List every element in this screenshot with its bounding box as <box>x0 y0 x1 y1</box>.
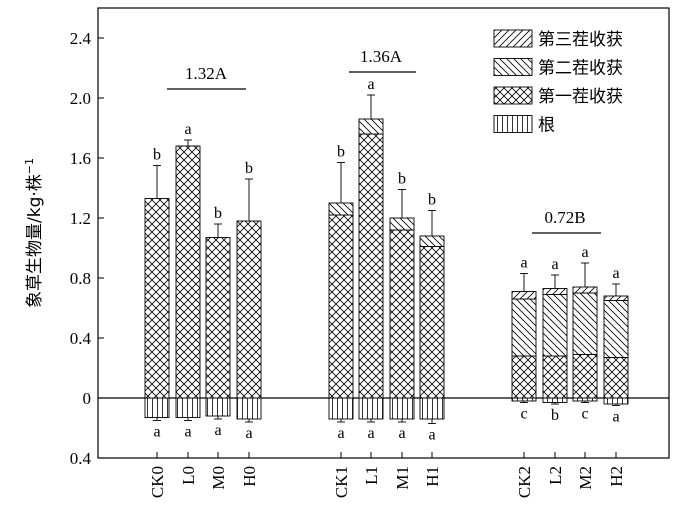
significance-letter-top: a <box>581 244 588 261</box>
y-tick-label: 0 <box>83 389 92 408</box>
y-tick-label: 0.4 <box>70 329 92 348</box>
significance-letter-bottom: a <box>184 424 191 441</box>
x-tick-label: M1 <box>393 466 412 490</box>
bar-root <box>389 397 415 420</box>
bar-root <box>175 397 201 418</box>
significance-letter-top: a <box>184 121 191 138</box>
legend-label: 第二茬收获 <box>538 59 623 79</box>
bar-root <box>236 397 262 420</box>
bar-first-harvest <box>236 220 262 399</box>
significance-letter-top: a <box>520 255 527 272</box>
x-tick-label: L2 <box>546 466 565 485</box>
bar-first-harvest <box>572 354 598 399</box>
significance-letter-top: b <box>214 205 222 222</box>
significance-letter-bottom: a <box>398 425 405 442</box>
x-tick-label: CK2 <box>515 466 534 498</box>
bar-second-harvest <box>603 300 629 358</box>
legend-label: 第一茬收获 <box>538 87 623 107</box>
significance-letter-top: a <box>612 265 619 282</box>
x-tick-label: CK1 <box>332 466 351 498</box>
significance-letter-bottom: a <box>214 422 221 439</box>
bar-first-harvest <box>175 145 201 399</box>
x-tick-label: M2 <box>576 466 595 490</box>
y-tick-label: 0.4 <box>70 449 92 468</box>
bar-first-harvest <box>358 133 384 399</box>
bar-third-harvest <box>542 288 568 295</box>
significance-letter-top: b <box>245 160 253 177</box>
significance-letter-bottom: a <box>337 425 344 442</box>
legend-swatch <box>493 58 533 76</box>
significance-letter-bottom: a <box>428 427 435 444</box>
bar-first-harvest <box>144 198 170 399</box>
x-tick-label: H2 <box>607 466 626 487</box>
significance-letter-top: b <box>398 171 406 188</box>
bar-third-harvest <box>511 291 537 300</box>
bar-second-harvest <box>358 118 384 135</box>
bar-root <box>144 397 170 418</box>
bar-second-harvest <box>572 292 598 355</box>
bar-third-harvest <box>572 286 598 294</box>
significance-letter-bottom: a <box>245 425 252 442</box>
bar-root <box>419 397 445 420</box>
group-label: 0.72B <box>544 208 585 227</box>
legend-swatch <box>493 86 533 105</box>
x-tick-label: L1 <box>362 466 381 485</box>
legend-label: 第三茬收获 <box>538 30 623 50</box>
legend-label: 根 <box>538 116 555 136</box>
bar-root <box>205 397 231 417</box>
bar-second-harvest <box>419 235 445 247</box>
plot-area: 0.4 0 0.4 0.8 1.2 1.6 2.0 2.4 象草生物量/kg·株−1 b a CK0 a… <box>23 7 670 498</box>
y-tick-label: 1.2 <box>70 209 91 228</box>
x-tick-label: L0 <box>179 466 198 485</box>
significance-letter-top: b <box>337 144 345 161</box>
bar-first-harvest <box>511 355 537 399</box>
y-tick-label: 1.6 <box>70 149 91 168</box>
bar-root <box>358 397 384 420</box>
significance-letter-bottom: a <box>612 409 619 426</box>
y-tick-label: 2.4 <box>70 29 92 48</box>
significance-letter-top: a <box>551 256 558 273</box>
legend-swatch <box>493 29 533 48</box>
bar-root <box>572 397 598 402</box>
x-tick-label: M0 <box>209 466 228 490</box>
significance-letter-top: b <box>153 147 161 164</box>
bar-first-harvest <box>419 246 445 399</box>
y-tick-label: 2.0 <box>70 89 91 108</box>
x-tick-label: CK0 <box>148 466 167 498</box>
x-tick-label: H0 <box>240 466 259 487</box>
legend-swatch <box>493 115 533 133</box>
significance-letter-bottom: c <box>520 406 527 423</box>
y-axis-label-superscript: −1 <box>23 158 36 174</box>
y-axis-label: 象草生物量/kg·株−1 <box>23 158 45 308</box>
bar-first-harvest <box>205 237 231 399</box>
bar-first-harvest <box>542 355 568 399</box>
significance-letter-bottom: c <box>581 406 588 423</box>
bar-second-harvest <box>511 298 537 357</box>
significance-letter-top: a <box>367 76 374 93</box>
bar-root <box>603 397 629 405</box>
significance-letter-bottom: b <box>551 407 559 424</box>
bar-root <box>511 397 537 402</box>
bar-first-harvest <box>328 214 354 399</box>
y-tick-label: 0.8 <box>70 269 91 288</box>
significance-letter-top: b <box>428 192 436 209</box>
bar-second-harvest <box>328 202 354 216</box>
significance-letter-bottom: a <box>153 424 160 441</box>
bar-first-harvest <box>389 229 415 399</box>
plot-frame <box>97 7 670 459</box>
x-tick-label: H1 <box>423 466 442 487</box>
bar-first-harvest <box>603 357 629 399</box>
significance-letter-bottom: a <box>367 425 374 442</box>
y-axis-label-text: 象草生物量/kg·株 <box>25 174 45 308</box>
bar-third-harvest <box>603 295 629 301</box>
group-label: 1.32A <box>185 64 228 83</box>
bar-second-harvest <box>542 294 568 357</box>
group-label: 1.36A <box>360 47 403 66</box>
bar-root <box>328 397 354 420</box>
bar-second-harvest <box>389 217 415 231</box>
bar-root <box>542 397 568 403</box>
